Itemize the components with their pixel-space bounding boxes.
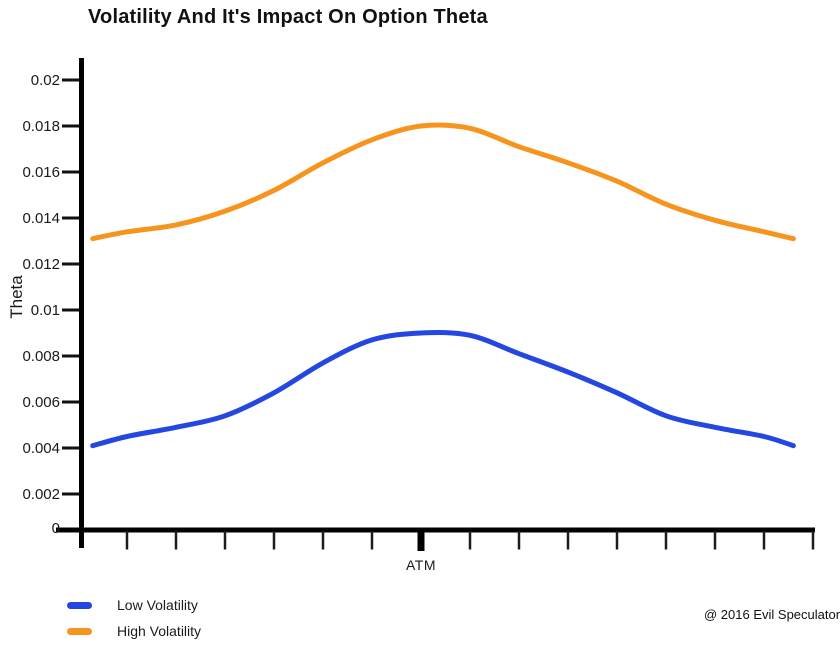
attribution: @ 2016 Evil Speculator xyxy=(704,607,840,622)
legend-item-low-volatility: Low Volatility xyxy=(67,597,201,613)
y-tick-label: 0.01 xyxy=(31,302,60,319)
y-tick-label: 0.002 xyxy=(22,486,60,503)
legend-label-high-volatility: High Volatility xyxy=(117,623,202,639)
legend-swatch-high-volatility-icon xyxy=(67,627,92,635)
series-line-high-volatility xyxy=(90,122,796,242)
y-tick-label: 0.012 xyxy=(22,256,60,273)
y-tick-label: 0.014 xyxy=(22,210,60,227)
y-tick-label: 0.006 xyxy=(22,394,60,411)
y-tick-label: 0.016 xyxy=(22,164,60,181)
x-axis-atm-label: ATM xyxy=(406,557,436,573)
y-tick-label: 0.02 xyxy=(31,72,60,89)
legend-label-low-volatility: Low Volatility xyxy=(117,597,198,613)
y-tick-label: 0.018 xyxy=(22,118,60,135)
y-tick-label: 0.008 xyxy=(22,348,60,365)
y-tick-label: 0.004 xyxy=(22,440,60,457)
legend: Low Volatility High Volatility xyxy=(67,597,201,639)
chart-title: Volatility And It's Impact On Option The… xyxy=(88,6,488,28)
legend-item-high-volatility: High Volatility xyxy=(67,623,201,639)
series-line-low-volatility xyxy=(90,329,796,449)
legend-swatch-low-volatility-icon xyxy=(67,601,92,609)
y-tick-label: 0 xyxy=(52,520,60,537)
